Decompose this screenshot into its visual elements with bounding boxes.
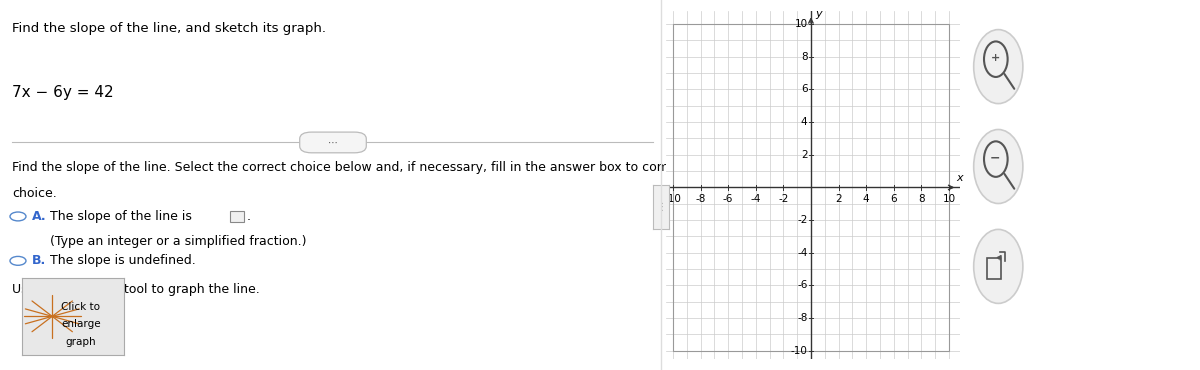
Text: -4: -4 xyxy=(797,248,808,258)
Text: -10: -10 xyxy=(665,194,682,204)
Text: Find the slope of the line. Select the correct choice below and, if necessary, f: Find the slope of the line. Select the c… xyxy=(12,161,733,174)
Text: Use the graphing tool to graph the line.: Use the graphing tool to graph the line. xyxy=(12,283,259,296)
Text: −: − xyxy=(990,152,1001,165)
Text: y: y xyxy=(815,9,822,18)
Text: -6: -6 xyxy=(797,280,808,290)
Text: -6: -6 xyxy=(722,194,733,204)
Circle shape xyxy=(10,256,26,265)
Text: 2: 2 xyxy=(800,150,808,160)
Text: 8: 8 xyxy=(918,194,925,204)
FancyBboxPatch shape xyxy=(229,211,245,222)
Text: A.: A. xyxy=(32,210,47,223)
Text: -10: -10 xyxy=(791,346,808,356)
Circle shape xyxy=(973,130,1022,204)
Text: x: x xyxy=(956,172,962,182)
Text: 4: 4 xyxy=(800,117,808,127)
Text: Find the slope of the line, and sketch its graph.: Find the slope of the line, and sketch i… xyxy=(12,22,326,35)
Text: The slope of the line is: The slope of the line is xyxy=(50,210,192,223)
Text: ⋯: ⋯ xyxy=(328,137,338,148)
Text: -2: -2 xyxy=(797,215,808,225)
Circle shape xyxy=(10,212,26,221)
Text: +: + xyxy=(991,53,1000,64)
Text: .: . xyxy=(246,210,251,223)
Text: Click to: Click to xyxy=(61,302,101,312)
Text: 6: 6 xyxy=(800,84,808,94)
Text: 10: 10 xyxy=(794,19,808,29)
Text: graph: graph xyxy=(66,337,96,347)
Text: B.: B. xyxy=(32,254,47,268)
Circle shape xyxy=(973,229,1022,303)
Text: 4: 4 xyxy=(863,194,870,204)
Text: ⋮: ⋮ xyxy=(656,202,666,212)
Circle shape xyxy=(973,30,1022,104)
Text: 2: 2 xyxy=(835,194,842,204)
Text: enlarge: enlarge xyxy=(61,319,101,329)
Text: The slope is undefined.: The slope is undefined. xyxy=(50,254,196,268)
Text: 8: 8 xyxy=(800,52,808,62)
FancyBboxPatch shape xyxy=(300,132,366,153)
Text: 10: 10 xyxy=(942,194,955,204)
Text: (Type an integer or a simplified fraction.): (Type an integer or a simplified fractio… xyxy=(50,235,306,248)
Text: choice.: choice. xyxy=(12,187,56,200)
Text: -8: -8 xyxy=(695,194,706,204)
Text: 6: 6 xyxy=(890,194,898,204)
Text: -8: -8 xyxy=(797,313,808,323)
Text: -4: -4 xyxy=(750,194,761,204)
Text: 7x − 6y = 42: 7x − 6y = 42 xyxy=(12,85,114,100)
Text: -2: -2 xyxy=(778,194,788,204)
